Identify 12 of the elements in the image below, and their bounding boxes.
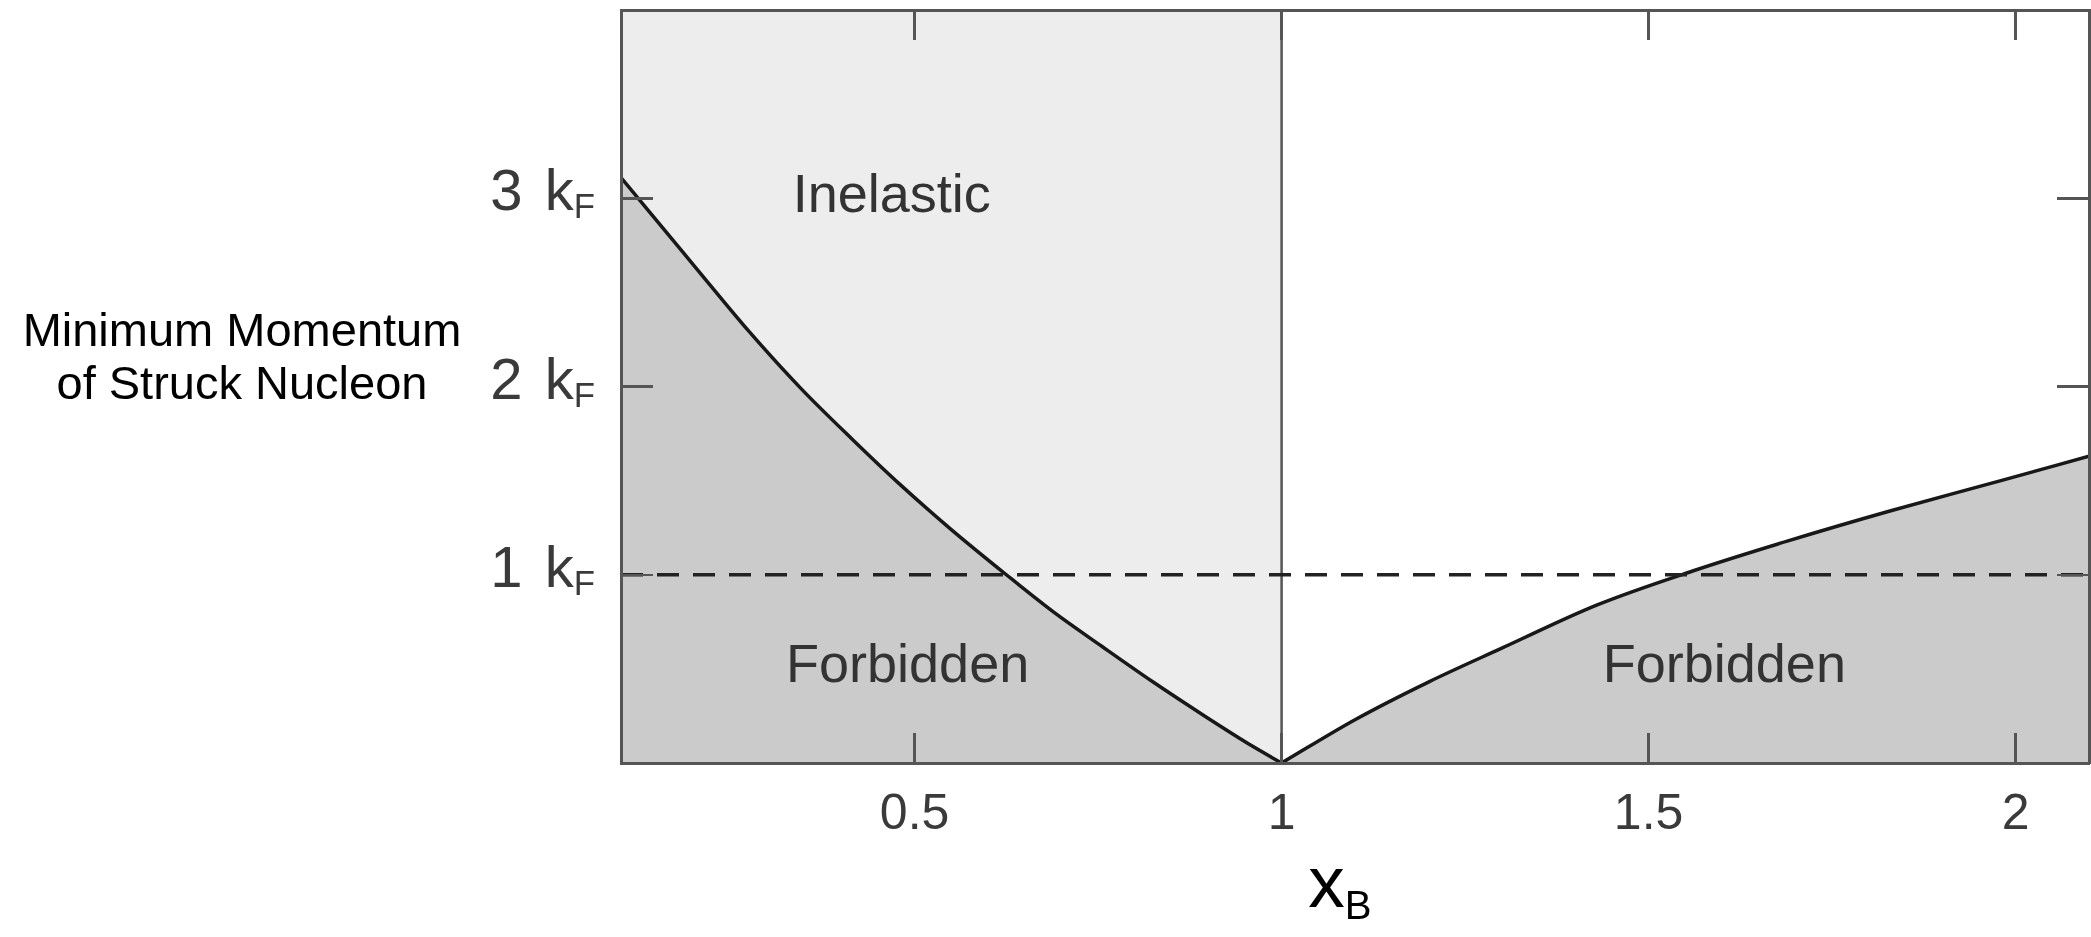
series-label: Forbidden — [1602, 632, 1846, 693]
x-tick-label: 0.5 — [879, 783, 950, 840]
x-tick-label: 1.5 — [1613, 783, 1684, 840]
x-axis-title: x$_{B}$ — [1307, 841, 1373, 931]
series-label: Forbidden — [786, 632, 1030, 693]
x-tick-label: 2 — [2001, 783, 2030, 840]
x-tick-label: 1 — [1267, 783, 1296, 840]
band-label: Inelastic — [792, 162, 991, 223]
y-axis-title: Minimum Momentum of Struck Nucleon — [21, 303, 463, 409]
y-tick-label: 1 k$_{F}$ — [490, 533, 595, 605]
y-tick-label: 2 k$_{F}$ — [490, 345, 595, 416]
y-tick-label: 3 k$_{F}$ — [490, 156, 595, 228]
